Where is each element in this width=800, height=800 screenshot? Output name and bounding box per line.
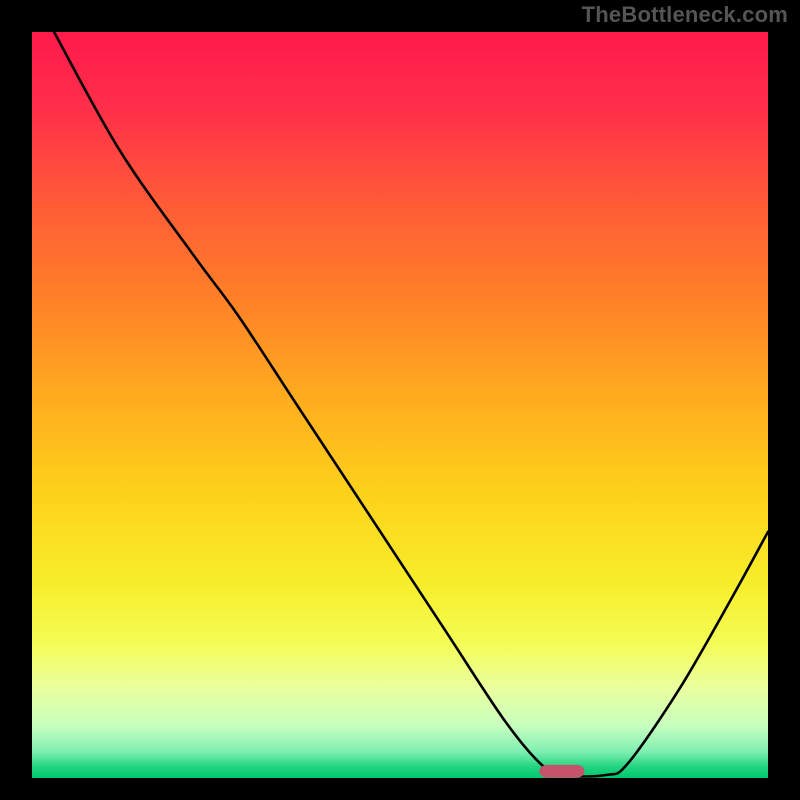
gradient-background <box>32 32 768 778</box>
figure-root: TheBottleneck.com <box>0 0 800 800</box>
bottleneck-curve-chart <box>32 32 768 778</box>
watermark-text: TheBottleneck.com <box>582 2 788 28</box>
optimal-marker <box>540 765 584 777</box>
